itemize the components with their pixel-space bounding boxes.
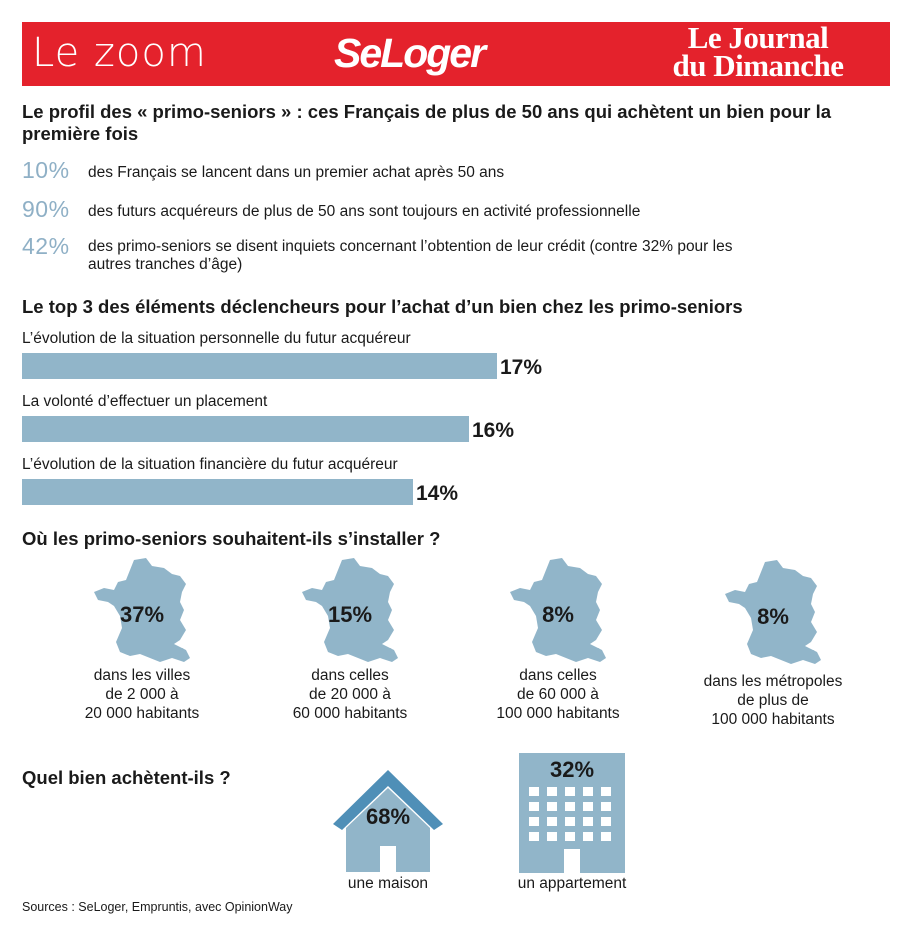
- france-map-icon: [725, 560, 821, 664]
- bar-category-label: La volonté d’effectuer un placement: [22, 393, 268, 410]
- window-icon: [547, 832, 557, 841]
- jdd-logo-line2: du Dimanche: [672, 48, 844, 83]
- window-icon: [583, 802, 593, 811]
- stat-text: des Français se lancent dans un premier …: [88, 164, 505, 181]
- map-value-label: 8%: [757, 604, 789, 629]
- bar-category-label: L’évolution de la situation financière d…: [22, 456, 398, 473]
- window-icon: [529, 802, 539, 811]
- window-icon: [583, 817, 593, 826]
- map-value-label: 37%: [119, 602, 165, 627]
- map-caption: dans celles de 60 000 à 100 000 habitants: [463, 666, 653, 723]
- location-maps: 37% dans les villes de 2 000 à 20 000 habit…: [0, 555, 900, 735]
- map-caption-line: dans celles: [519, 667, 597, 684]
- stat-text: des futurs acquéreurs de plus de 50 ans …: [88, 203, 641, 220]
- map-caption: dans les villes de 2 000 à 20 000 habitant…: [47, 666, 237, 723]
- france-map-icon: [94, 558, 190, 662]
- map-value-label: 8%: [542, 602, 574, 627]
- window-icon: [565, 832, 575, 841]
- bar: [22, 479, 413, 505]
- map-caption: dans les métropoles de plus de 100 000 hab…: [678, 672, 868, 729]
- house-value: 68%: [365, 804, 411, 829]
- window-icon: [601, 832, 611, 841]
- jdd-logo: Le Journal du Dimanche: [634, 20, 882, 83]
- stat-text: des primo-seniors se disent inquiets con…: [88, 238, 733, 273]
- france-map-icon: [302, 558, 398, 662]
- source-note: Sources : SeLoger, Empruntis, avec Opini…: [22, 900, 293, 914]
- location-title: Où les primo-seniors souhaitent-ils s’in…: [22, 528, 441, 549]
- bar-category-label: L’évolution de la situation personnelle …: [22, 330, 411, 347]
- map-caption-line: 100 000 habitants: [496, 705, 620, 722]
- window-icon: [601, 802, 611, 811]
- france-map-pictogram: 8%: [510, 558, 606, 664]
- section-title: Le zoom: [32, 30, 207, 76]
- window-icon: [529, 787, 539, 796]
- map-caption-line: de 2 000 à: [105, 686, 179, 703]
- map-caption-line: dans les villes: [93, 667, 191, 684]
- jdd-logo-line1: Le Journal: [687, 20, 829, 55]
- bar: [22, 353, 497, 379]
- bar-value-label: 14%: [416, 482, 459, 505]
- bar: [22, 416, 469, 442]
- header-banner: Le zoom SeLoger Le Journal du Dimanche: [22, 22, 890, 86]
- map-caption-line: 100 000 habitants: [711, 711, 835, 728]
- window-icon: [547, 802, 557, 811]
- map-caption-line: dans celles: [311, 667, 389, 684]
- window-icon: [583, 832, 593, 841]
- france-map-pictogram: 8%: [725, 560, 821, 666]
- triggers-bar-chart: L’évolution de la situation personnelle …: [22, 330, 622, 510]
- france-map-icon: [510, 558, 606, 662]
- bar-value-label: 17%: [500, 356, 543, 379]
- map-caption-line: 20 000 habitants: [84, 705, 200, 722]
- france-map-pictogram: 37%: [94, 558, 190, 664]
- window-icon: [547, 787, 557, 796]
- apartment-icon: [519, 753, 625, 873]
- stat-value: 10%: [22, 157, 70, 183]
- bar-value-label: 16%: [472, 419, 515, 442]
- stat-value: 42%: [22, 233, 70, 259]
- door-icon: [564, 849, 580, 873]
- map-caption-line: 60 000 habitants: [292, 705, 408, 722]
- window-icon: [547, 817, 557, 826]
- profile-title: Le profil des « primo-seniors » : ces Fr…: [22, 101, 832, 144]
- window-icon: [529, 817, 539, 826]
- apartment-label: un appartement: [517, 875, 627, 892]
- seloger-logo: SeLoger: [334, 30, 486, 76]
- map-value-label: 15%: [327, 602, 373, 627]
- map-caption-line: de plus de: [737, 692, 809, 709]
- map-caption-line: de 20 000 à: [309, 686, 391, 703]
- window-icon: [565, 787, 575, 796]
- property-title: Quel bien achètent-ils ?: [22, 767, 231, 788]
- stat-value: 90%: [22, 196, 70, 222]
- map-caption-line: dans les métropoles: [703, 673, 843, 690]
- window-icon: [529, 832, 539, 841]
- apartment-value: 32%: [549, 757, 595, 782]
- apartment-pictogram: 32%: [519, 753, 625, 873]
- map-caption-line: de 60 000 à: [517, 686, 599, 703]
- window-icon: [601, 817, 611, 826]
- triggers-title: Le top 3 des éléments déclencheurs pour …: [22, 296, 743, 317]
- window-icon: [583, 787, 593, 796]
- france-map-pictogram: 15%: [302, 558, 398, 664]
- map-caption: dans celles de 20 000 à 60 000 habitants: [255, 666, 445, 723]
- window-icon: [565, 802, 575, 811]
- house-pictogram: 68%: [330, 768, 446, 872]
- window-icon: [601, 787, 611, 796]
- window-icon: [565, 817, 575, 826]
- house-label: une maison: [347, 875, 429, 892]
- house-icon: [333, 770, 443, 872]
